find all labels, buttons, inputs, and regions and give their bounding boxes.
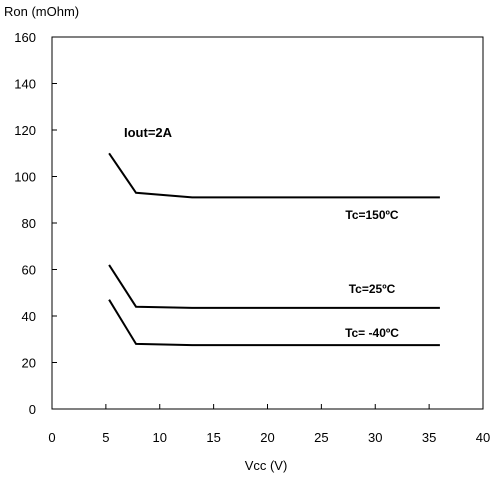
y-tick-label: 20 xyxy=(22,356,36,371)
series-line-1 xyxy=(108,264,440,309)
y-tick-label: 60 xyxy=(22,263,36,278)
x-tick-label: 20 xyxy=(260,430,274,445)
y-tick-label: 100 xyxy=(14,170,36,185)
x-tick-label: 35 xyxy=(422,430,436,445)
series-label-0: Tc=150ºC xyxy=(345,208,399,222)
x-tick-label: 15 xyxy=(206,430,220,445)
y-tick-label: 140 xyxy=(14,77,36,92)
x-tick-label: 30 xyxy=(368,430,382,445)
annotation-iout: Iout=2A xyxy=(124,125,173,140)
x-tick-label: 0 xyxy=(48,430,55,445)
series-label-1: Tc=25ºC xyxy=(349,282,396,296)
x-tick-label: 5 xyxy=(102,430,109,445)
x-tick-label: 25 xyxy=(314,430,328,445)
y-axis-title: Ron (mOhm) xyxy=(4,4,79,19)
x-tick-label: 10 xyxy=(153,430,167,445)
y-tick-label: 40 xyxy=(22,309,36,324)
series-label-2: Tc= -40ºC xyxy=(345,326,399,340)
series-line-2 xyxy=(108,299,440,347)
x-axis-title: Vcc (V) xyxy=(245,458,288,473)
series-line-0 xyxy=(108,152,440,199)
x-tick-label: 40 xyxy=(476,430,490,445)
y-tick-label: 160 xyxy=(14,30,36,45)
y-tick-label: 0 xyxy=(29,402,36,417)
y-tick-label: 80 xyxy=(22,216,36,231)
plot-area xyxy=(51,36,484,410)
y-tick-label: 120 xyxy=(14,123,36,138)
